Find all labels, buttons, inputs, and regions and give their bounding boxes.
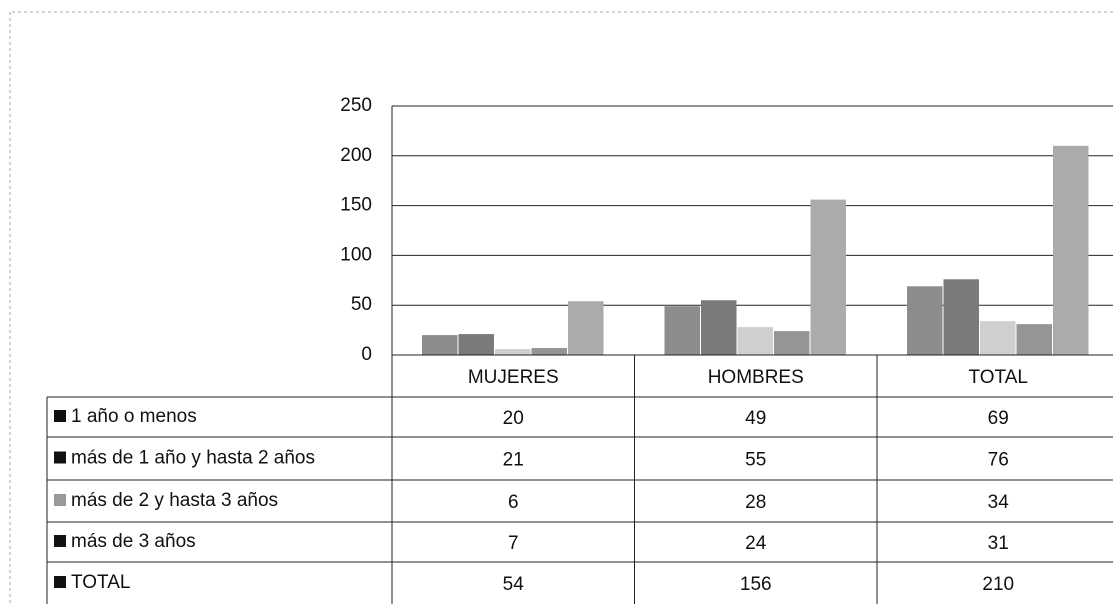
table-value: 7 xyxy=(508,533,519,554)
legend-label: TOTAL xyxy=(71,572,130,593)
bar xyxy=(980,321,1016,355)
y-tick-label: 150 xyxy=(340,195,372,216)
y-tick-label: 100 xyxy=(340,244,372,265)
y-tick-label: 250 xyxy=(340,95,372,116)
x-tick-label: HOMBRES xyxy=(708,367,804,388)
table-value: 31 xyxy=(988,533,1009,554)
bar xyxy=(943,279,979,355)
legend-label: más de 2 y hasta 3 años xyxy=(71,490,278,511)
table-value: 34 xyxy=(988,492,1010,513)
bar xyxy=(1016,324,1052,355)
y-tick-label: 0 xyxy=(361,344,372,365)
bar xyxy=(737,327,773,355)
bar xyxy=(701,300,737,355)
bar xyxy=(495,349,531,355)
legend-key xyxy=(54,410,66,422)
bar xyxy=(422,335,458,355)
table-value: 21 xyxy=(503,450,524,471)
table-value: 54 xyxy=(503,574,525,595)
table-value: 55 xyxy=(745,450,766,471)
bar xyxy=(664,306,700,355)
bar xyxy=(568,301,604,355)
legend-key xyxy=(54,451,66,464)
legend-key xyxy=(54,576,66,588)
legend-key xyxy=(54,535,66,547)
table-value: 20 xyxy=(503,408,524,429)
table-value: 156 xyxy=(740,574,772,595)
table-value: 210 xyxy=(982,574,1014,595)
table-value: 24 xyxy=(745,533,767,554)
bar xyxy=(907,286,943,355)
table-value: 76 xyxy=(988,450,1009,471)
bar xyxy=(810,199,846,355)
legend-label: 1 año o menos xyxy=(71,406,197,427)
legend-label: más de 1 año y hasta 2 años xyxy=(71,448,315,469)
bar xyxy=(458,334,494,355)
table-value: 49 xyxy=(745,408,766,429)
bar xyxy=(774,331,810,355)
bar xyxy=(1053,145,1089,355)
x-tick-label: TOTAL xyxy=(969,367,1028,388)
legend-label: más de 3 años xyxy=(71,531,196,552)
x-tick-label: MUJERES xyxy=(468,367,559,388)
bar xyxy=(531,348,567,355)
y-tick-label: 200 xyxy=(340,145,372,166)
table-value: 6 xyxy=(508,492,519,513)
legend-key xyxy=(54,494,66,506)
table-value: 28 xyxy=(745,492,766,513)
table-value: 69 xyxy=(988,408,1009,429)
y-tick-label: 50 xyxy=(351,294,372,315)
